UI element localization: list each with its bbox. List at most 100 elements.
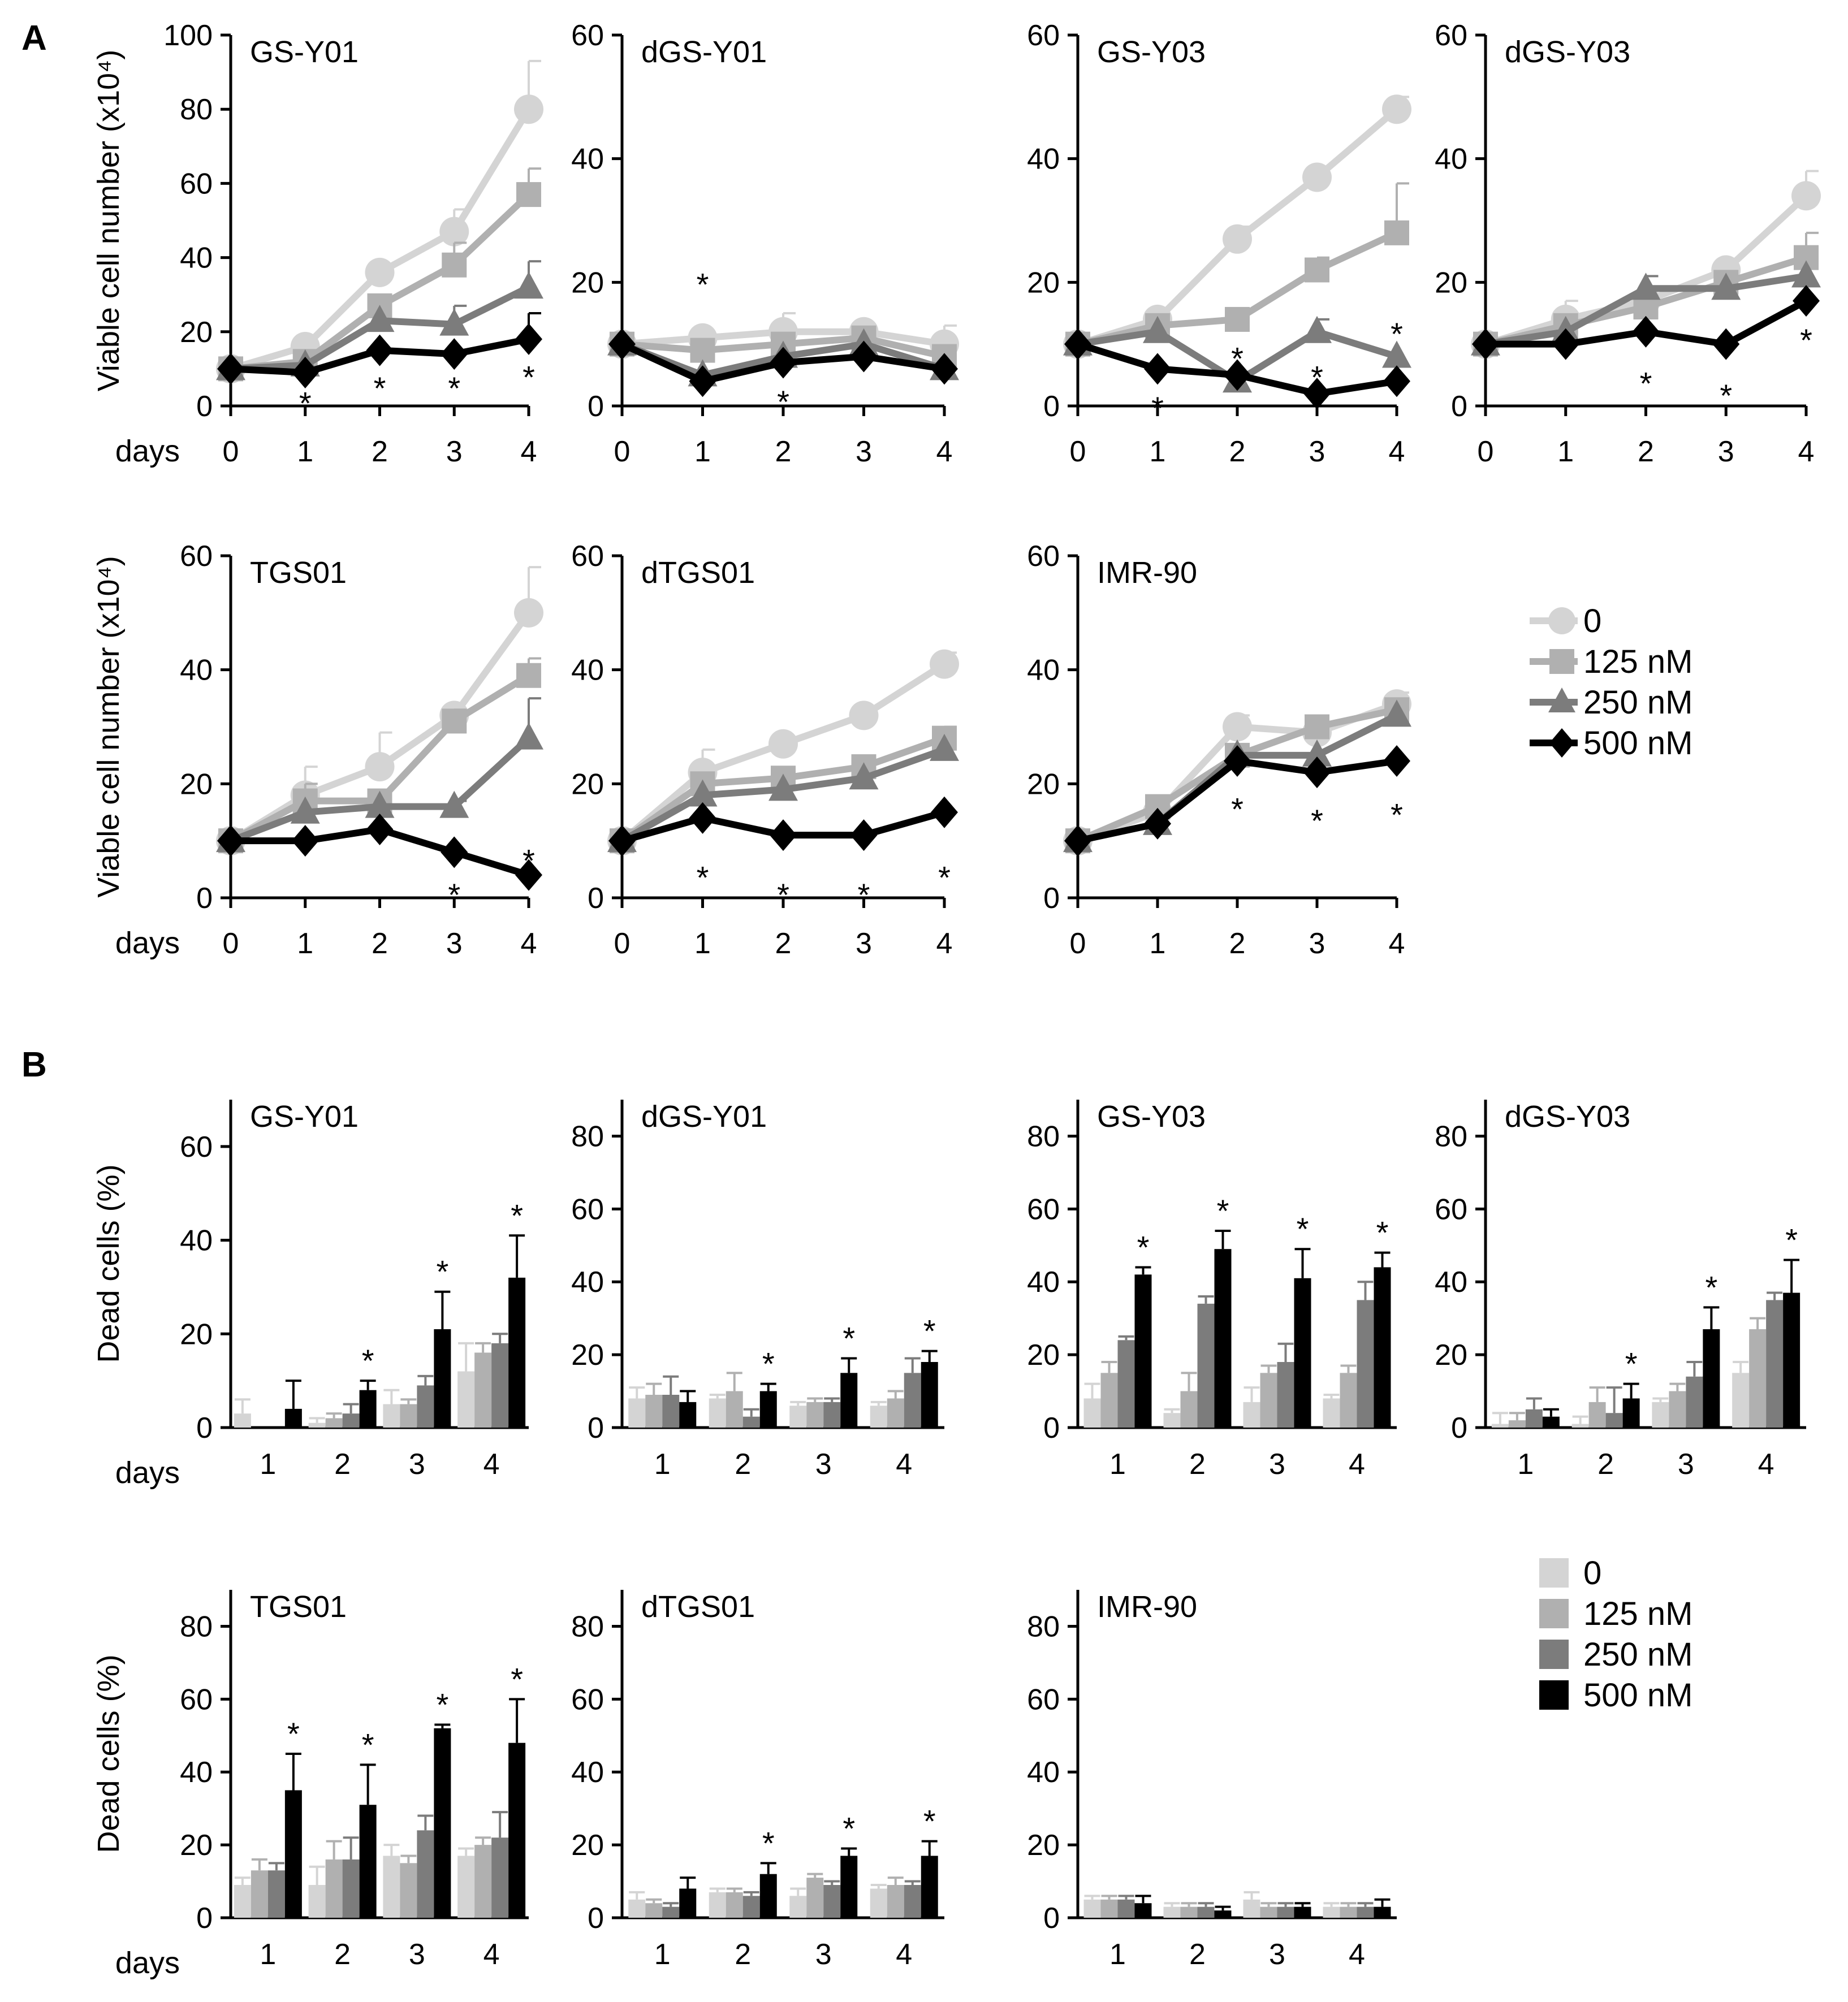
- y-tick-label: 40: [1435, 143, 1467, 176]
- legend-item-500-nm: 500 nM: [1539, 1677, 1692, 1714]
- bar-500-nm: [1374, 1906, 1391, 1918]
- chart-b-gs-y03: 0 20 40 60 80 GS-Y03 1 * 2 * 3 * 4 *: [1027, 1100, 1397, 1481]
- x-axis-word: days: [115, 1456, 180, 1490]
- bar-0: [870, 1406, 887, 1428]
- data-point: [1144, 353, 1171, 385]
- x-tick-label: 4: [1349, 1448, 1365, 1481]
- x-tick-label: 0: [223, 435, 239, 468]
- bar-250-nm: [742, 1416, 760, 1428]
- data-point: [1793, 285, 1820, 317]
- x-tick-label: 3: [446, 927, 463, 960]
- significance-marker: *: [1297, 1211, 1309, 1247]
- y-tick-label: 80: [1435, 1120, 1467, 1153]
- chart-a-gs-y03: 0 20 40 60 GS-Y03 0 1 2 3 4 * * * *: [1027, 19, 1411, 468]
- bar-250-nm: [342, 1859, 360, 1918]
- series-500-nm: [217, 312, 542, 388]
- chart-title: IMR-90: [1097, 556, 1197, 590]
- y-tick-label: 60: [180, 540, 213, 573]
- x-tick-label: 0: [1070, 435, 1086, 468]
- y-tick-label: 60: [571, 1683, 604, 1716]
- x-tick-label: 1: [1517, 1448, 1534, 1481]
- data-point: [1223, 712, 1252, 742]
- bar-0: [308, 1885, 326, 1918]
- chart-a-dtgs01: 0 20 40 60 dTGS01 0 1 2 3 4 * * * *: [571, 540, 959, 960]
- bar-0: [1243, 1899, 1260, 1918]
- y-tick-label: 0: [1043, 882, 1060, 915]
- significance-marker: *: [1705, 1269, 1717, 1305]
- data-point: [608, 825, 636, 857]
- bar-250-nm: [417, 1385, 434, 1428]
- bar-125-nm: [1260, 1906, 1277, 1918]
- bar-125-nm: [887, 1885, 904, 1918]
- significance-marker: *: [697, 860, 709, 896]
- y-tick-label: 40: [571, 654, 604, 687]
- y-tick-label: 80: [571, 1120, 604, 1153]
- data-point: [770, 819, 797, 851]
- chart-title: TGS01: [250, 1590, 347, 1624]
- data-point: [217, 825, 244, 857]
- data-point: [1382, 699, 1411, 727]
- bar-250-nm: [1766, 1300, 1784, 1428]
- bar-125-nm: [325, 1859, 343, 1918]
- y-tick-label: 100: [163, 19, 213, 52]
- y-tick-label: 60: [571, 19, 604, 52]
- bar-500-nm: [1703, 1329, 1720, 1428]
- x-tick-label: 1: [1109, 1448, 1126, 1481]
- data-point: [366, 814, 394, 845]
- significance-marker: *: [1137, 1229, 1150, 1265]
- x-tick-label: 2: [775, 435, 792, 468]
- bar-125-nm: [645, 1903, 663, 1918]
- y-tick-label: 20: [571, 1339, 604, 1372]
- x-axis-word: days: [115, 1946, 180, 1980]
- legend-label: 500 nM: [1583, 725, 1692, 762]
- x-tick-label: 4: [1758, 1448, 1774, 1481]
- bar-500-nm: [759, 1391, 777, 1428]
- legend-item-0: 0: [1539, 1555, 1601, 1592]
- x-tick-label: 4: [936, 435, 953, 468]
- y-tick-label: 40: [180, 1225, 213, 1257]
- y-tick-label: 0: [196, 1412, 213, 1445]
- data-point: [849, 701, 879, 730]
- significance-marker: *: [287, 1716, 300, 1752]
- y-tick-label: 20: [1435, 1339, 1467, 1372]
- x-tick-label: 3: [409, 1938, 425, 1971]
- bar-125-nm: [806, 1878, 824, 1918]
- bar-500-nm: [1542, 1416, 1560, 1428]
- legend-label: 250 nM: [1583, 684, 1692, 721]
- y-tick-label: 40: [1027, 1756, 1060, 1789]
- bar-125-nm: [1100, 1373, 1118, 1428]
- y-tick-label: 40: [180, 1756, 213, 1789]
- legend-label: 0: [1583, 603, 1601, 639]
- x-tick-label: 2: [1638, 435, 1654, 468]
- bar-500-nm: [679, 1888, 697, 1918]
- significance-marker: *: [299, 385, 312, 421]
- y-tick-label: 0: [588, 1412, 604, 1445]
- x-axis-word: days: [115, 926, 180, 960]
- bar-500-nm: [359, 1805, 377, 1918]
- legend-item-250-nm: 250 nM: [1530, 684, 1692, 721]
- significance-marker: *: [777, 877, 789, 913]
- data-point: [1303, 378, 1331, 410]
- chart-title: GS-Y01: [250, 1100, 359, 1134]
- data-point: [365, 752, 395, 782]
- data-point: [850, 340, 878, 373]
- series-500-nm: [1064, 745, 1410, 857]
- legend-marker: [1549, 728, 1574, 758]
- significance-marker: *: [697, 266, 709, 302]
- bar-0: [1243, 1402, 1260, 1428]
- bar-125-nm: [400, 1863, 417, 1918]
- data-point: [1305, 714, 1329, 740]
- legend-marker: [1548, 607, 1575, 634]
- x-tick-label: 1: [260, 1448, 276, 1481]
- x-tick-label: 1: [297, 927, 313, 960]
- chart-title: dTGS01: [641, 556, 755, 590]
- data-point: [516, 182, 541, 207]
- bar-0: [709, 1398, 726, 1428]
- data-point: [514, 94, 543, 124]
- data-point: [1143, 315, 1172, 343]
- bar-0: [1083, 1899, 1101, 1918]
- bar-500-nm: [1214, 1910, 1232, 1918]
